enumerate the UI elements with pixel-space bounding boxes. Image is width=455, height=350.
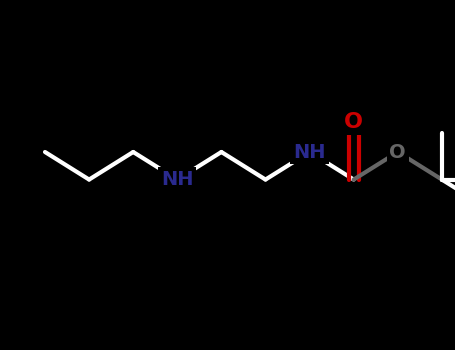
Text: O: O xyxy=(389,142,406,161)
Text: O: O xyxy=(344,112,363,132)
Text: NH: NH xyxy=(161,170,193,189)
Text: NH: NH xyxy=(293,142,326,161)
